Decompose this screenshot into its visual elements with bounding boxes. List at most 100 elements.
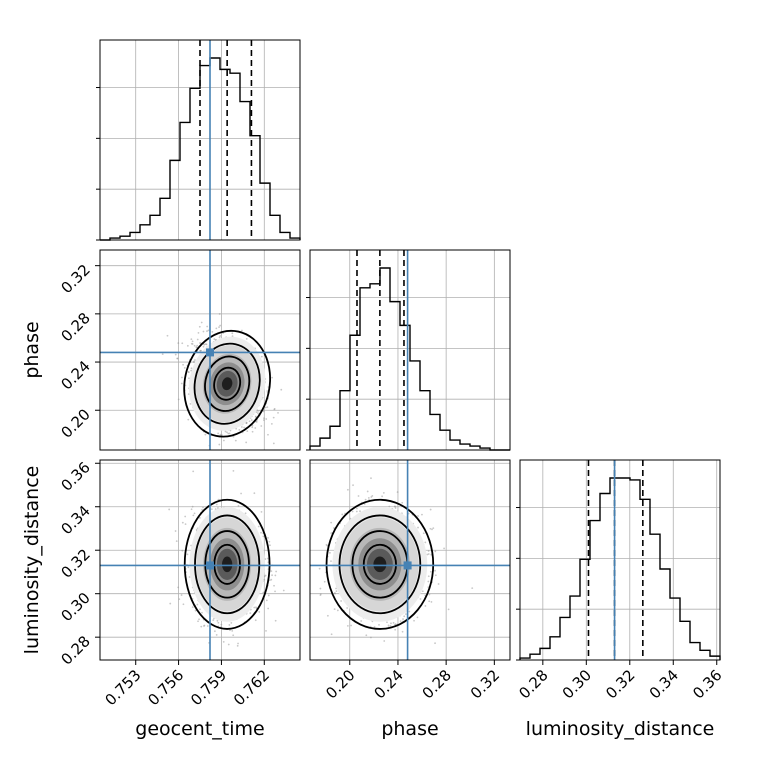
contour-line (325, 498, 435, 630)
sample-point (260, 510, 263, 513)
sample-point (275, 570, 278, 573)
sample-point (364, 498, 367, 501)
sample-point (282, 589, 285, 592)
sample-point (271, 574, 273, 577)
sample-point (184, 515, 187, 518)
sample-point (184, 523, 187, 525)
sample-point (335, 590, 338, 593)
sample-point (434, 642, 436, 645)
sample-point (251, 426, 254, 429)
sample-point (341, 513, 344, 516)
sample-point (169, 602, 172, 605)
sample-point (217, 507, 219, 509)
sample-point (200, 321, 203, 324)
sample-point (471, 587, 474, 590)
sample-point (168, 508, 171, 511)
sample-point (241, 329, 243, 332)
sample-point (417, 515, 419, 517)
sample-point (174, 353, 177, 356)
sample-point (262, 591, 265, 594)
sample-point (249, 612, 252, 615)
sample-point (260, 531, 262, 534)
sample-point (273, 584, 275, 587)
sample-point (180, 382, 183, 385)
sample-point (280, 388, 283, 391)
sample-point (429, 508, 432, 511)
sample-point (181, 342, 184, 345)
panel-frame (99, 39, 301, 241)
xlabel-luminosity-distance: luminosity_distance (526, 718, 715, 740)
sample-point (434, 574, 437, 577)
sample-point (265, 599, 268, 602)
sample-point (413, 619, 415, 622)
xtick-label-geocent_time: 0.759 (187, 666, 230, 709)
sample-point (268, 540, 271, 543)
sample-point (203, 343, 206, 346)
sample-point (255, 606, 257, 609)
sample-point (192, 514, 195, 517)
ytick-label-phase: 0.24 (57, 357, 93, 393)
sample-point (378, 623, 380, 626)
xtick-label-luminosity_distance: 0.30 (559, 666, 595, 702)
sample-point (187, 370, 190, 373)
sample-point (259, 409, 262, 412)
sample-point (219, 324, 222, 327)
sample-point (217, 621, 220, 624)
sample-point (403, 615, 406, 618)
sample-point (193, 344, 196, 347)
xtick-label-luminosity_distance: 0.32 (602, 666, 638, 702)
density-level (373, 556, 387, 573)
sample-point (394, 623, 396, 626)
sample-point (186, 344, 189, 347)
sample-point (319, 594, 322, 596)
ytick-label-phase: 0.28 (57, 309, 93, 345)
sample-point (191, 340, 194, 343)
xlabel-geocent-time: geocent_time (135, 718, 264, 740)
sample-point (326, 614, 329, 617)
sample-point (427, 580, 430, 583)
sample-point (257, 525, 260, 528)
sample-point (203, 625, 205, 627)
sample-point (244, 512, 247, 515)
xtick-label-luminosity_distance: 0.28 (515, 666, 551, 702)
sample-point (190, 338, 193, 341)
sample-point (370, 477, 372, 480)
sample-point (330, 633, 333, 636)
density-panel (100, 460, 300, 660)
sample-point (222, 439, 225, 442)
sample-point (269, 544, 271, 547)
sample-point (392, 621, 395, 624)
sample-point (254, 619, 257, 622)
sample-point (427, 575, 430, 578)
sample-point (197, 331, 200, 334)
sample-point (211, 330, 214, 333)
density-level (222, 556, 233, 573)
sample-point (198, 325, 201, 328)
sample-point (236, 644, 239, 647)
sample-point (340, 600, 343, 602)
sample-point (245, 421, 248, 424)
sample-point (200, 625, 203, 628)
sample-point (264, 406, 267, 409)
sample-point (202, 330, 205, 333)
sample-point (199, 608, 201, 611)
xtick-label-geocent_time: 0.753 (101, 666, 144, 709)
density-level (221, 377, 233, 391)
sample-point (273, 408, 276, 411)
sample-point (359, 510, 361, 513)
sample-point (177, 586, 180, 589)
contour-line (362, 543, 397, 585)
sample-point (267, 607, 270, 610)
sample-point (245, 337, 248, 340)
sample-point (201, 611, 203, 614)
sample-point (174, 530, 177, 532)
sample-point (231, 332, 234, 335)
contour-line (204, 530, 250, 599)
sample-point (196, 603, 199, 606)
density-panel (100, 250, 300, 450)
histogram-phase (309, 267, 510, 451)
contour-line (213, 543, 241, 585)
sample-point (227, 432, 230, 435)
sample-point (263, 575, 266, 578)
xtick-label-phase: 0.28 (419, 666, 455, 702)
